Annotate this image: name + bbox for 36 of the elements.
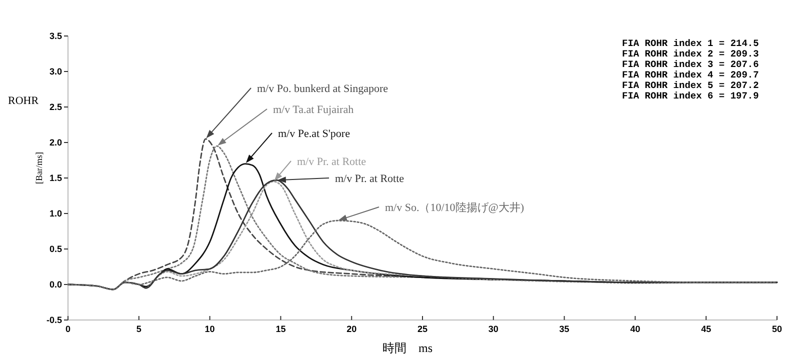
- y-tick-label: 0.0: [49, 280, 62, 290]
- y-tick-label: 2.0: [49, 138, 62, 148]
- x-tick-label: 40: [630, 324, 640, 334]
- y-tick-label: -0.5: [46, 315, 62, 326]
- y-tick-label: 0.5: [49, 244, 62, 254]
- x-tick-label: 45: [701, 324, 712, 334]
- annotation: FIA ROHR index 2 = 209.3: [622, 48, 760, 60]
- x-tick-label: 30: [488, 324, 498, 334]
- x-tick-label: 35: [559, 324, 570, 334]
- text: m/v Po. bunkerd at Singapore: [257, 83, 388, 95]
- annotation: FIA ROHR index 4 = 209.7: [622, 70, 760, 80]
- text: ROHR: [8, 95, 40, 107]
- x-tick-label: 15: [276, 324, 286, 334]
- x-tick-label: 20: [346, 324, 357, 334]
- x-tick-label: 10: [204, 324, 215, 334]
- annotation: FIA ROHR index 6 = 197.9: [622, 90, 760, 102]
- line-series: [67, 220, 778, 290]
- legend-label: m/v So.（10/10陸揚げ@大井): [385, 201, 524, 214]
- x-tick-label: 5: [136, 324, 142, 334]
- x-tick-label: 25: [417, 324, 428, 334]
- y-tick-label: 3.0: [49, 66, 62, 77]
- annotation: FIA ROHR index 1 = 214.5: [622, 38, 760, 49]
- annotation: FIA ROHR index 5 = 207.2: [622, 80, 760, 91]
- annotation: FIA ROHR index 3 = 207.6: [622, 59, 760, 70]
- legend-label: m/v Pr. at Rotte: [297, 156, 366, 168]
- y-tick-label: 3.5: [49, 31, 62, 42]
- y-tick-label: 1.0: [49, 208, 62, 219]
- y-axis-title: [Bar/ms]: [34, 152, 44, 184]
- y-tick-label: 2.5: [49, 102, 62, 112]
- x-axis-title: 時間 ms: [382, 341, 433, 355]
- x-tick-label: 0: [65, 324, 71, 334]
- text: m/v Pe.at S'pore: [278, 128, 350, 140]
- x-tick-label: 50: [772, 324, 782, 334]
- text: m/v Ta.at Fujairah: [273, 104, 354, 116]
- y-tick-label: 1.5: [49, 173, 62, 184]
- legend-label: m/v Pr. at Rotte: [335, 173, 404, 185]
